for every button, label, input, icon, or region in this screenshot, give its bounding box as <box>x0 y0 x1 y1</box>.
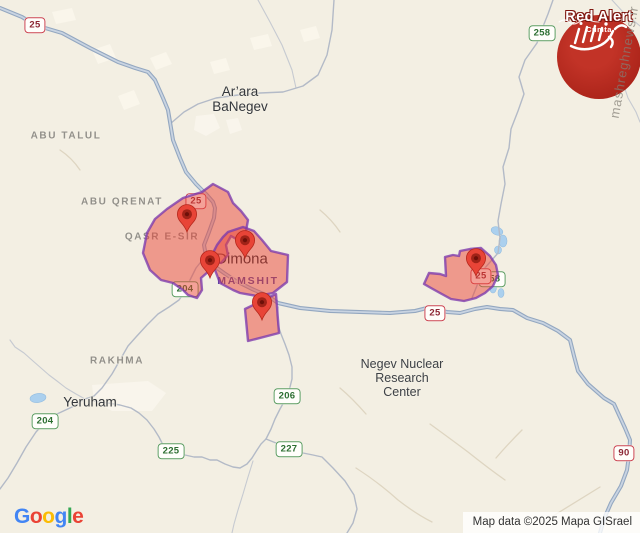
google-logo[interactable]: Google <box>14 505 84 529</box>
red-alert-subtitle: Cumta <box>586 25 612 34</box>
arabic-calligraphy-icon <box>569 22 628 51</box>
red-alert-title: Red Alert <box>565 9 633 25</box>
google-logo-letter: o <box>29 505 43 528</box>
road-25-fill <box>0 7 631 533</box>
google-logo-letter: l <box>66 505 73 528</box>
road-225 <box>93 400 267 469</box>
google-logo-letter: G <box>14 505 30 528</box>
terrain-lines <box>59 149 601 523</box>
road-track-south <box>231 460 254 533</box>
road-track-north <box>257 0 297 89</box>
alert-marker-pin[interactable] <box>465 248 487 278</box>
alert-marker-pin[interactable] <box>199 250 221 280</box>
alert-marker-pin[interactable] <box>234 230 256 260</box>
alert-zones <box>141 182 500 343</box>
road-yeruham-nw <box>9 339 86 400</box>
google-logo-letter: e <box>72 505 84 528</box>
google-logo-letter: g <box>54 505 68 528</box>
road-arara <box>169 0 335 125</box>
alert-marker-pin[interactable] <box>176 204 198 234</box>
alert-zone-east[interactable] <box>422 246 500 303</box>
alert-marker-pin[interactable] <box>251 292 273 322</box>
red-alert-logo: Red Alert Cumta <box>557 9 640 99</box>
alert-markers-group <box>176 204 487 322</box>
signature-scribble-icon <box>558 18 600 25</box>
google-logo-letter: o <box>42 505 55 528</box>
map-attribution: Map data ©2025 Mapa GISrael <box>462 512 640 533</box>
alert-zone-qasr-e-sir[interactable] <box>141 182 250 300</box>
road-corner-ne1 <box>611 0 640 27</box>
